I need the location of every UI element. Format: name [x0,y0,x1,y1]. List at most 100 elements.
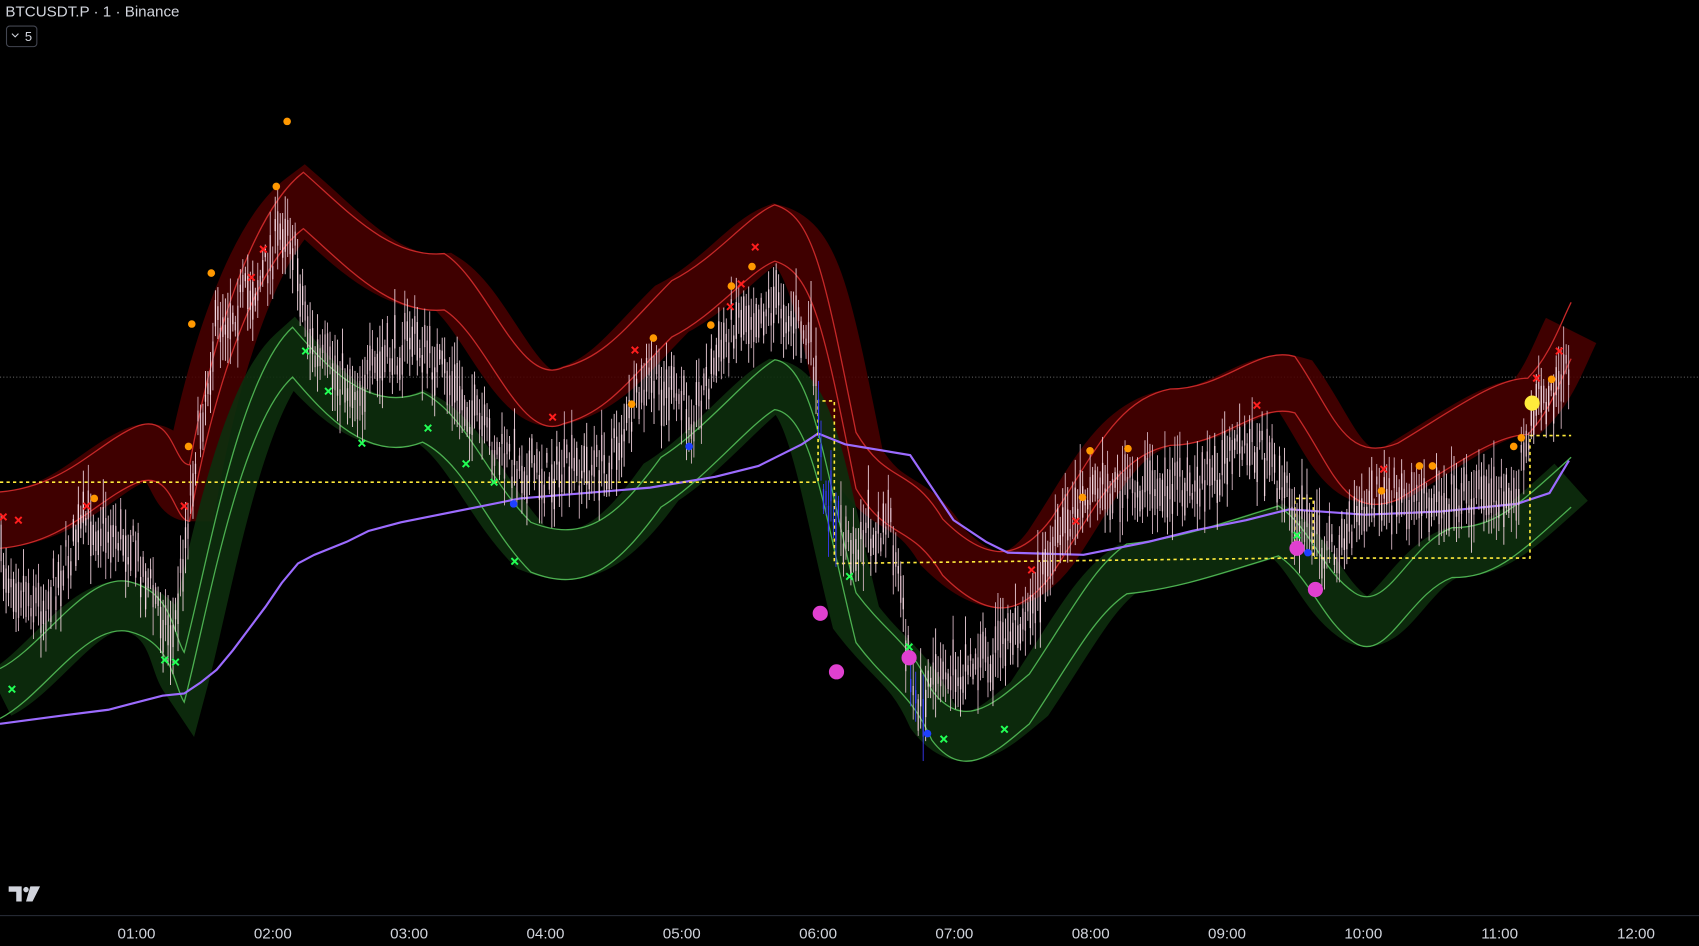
candle-body [1159,478,1161,506]
candle-body [593,450,595,477]
cross-marker [1027,566,1036,574]
candle-body [815,355,817,386]
candle-body [369,345,371,371]
candle-body [860,521,862,540]
candle-body [907,635,909,649]
time-axis-labels: 01:00 02:00 03:00 04:00 05:00 06:00 07:00 08:00… [118,925,1655,942]
candle-body [1410,472,1413,511]
candle-body [1323,557,1326,569]
candle-body [1204,480,1206,512]
candle-body [339,389,341,406]
candle-body [449,375,451,396]
candle-body [1091,474,1094,495]
candle-body [234,322,236,331]
candle-body [790,311,792,327]
candle-body [832,518,835,526]
candle-body [775,270,777,308]
cross-marker [461,459,470,468]
candle-body [563,439,565,468]
candle-body [872,534,874,548]
candle-body [401,345,403,375]
candle-body [1057,508,1059,543]
candle-body [728,342,730,364]
candle-body [1378,489,1380,515]
candle-body [451,371,453,407]
candle-body [972,663,974,680]
symbol-title: BTCUSDT.P · 1 · Binance [5,3,179,20]
candle-body [1069,528,1071,537]
candle-body [47,591,50,610]
candle-body [1104,488,1106,510]
candle-body [1438,491,1440,525]
candle-body [675,393,678,401]
candle-body [1478,469,1480,490]
candle-body [1144,455,1146,493]
candle-body [895,552,897,567]
candle-body [551,464,553,503]
tradingview-logo [8,886,41,902]
candle-body [85,518,87,526]
candle-body [1480,476,1483,500]
candle-body [446,370,448,406]
candle-body [1550,383,1552,391]
candle-body [763,311,765,336]
candle-body [917,699,919,731]
cross-marker [845,572,854,581]
candle-body [1134,492,1136,508]
candle-body [1047,560,1049,577]
candle-body [144,571,147,610]
candle-body [1286,475,1288,483]
candle-body [1101,462,1104,485]
candle-body [930,677,932,687]
candle-body [239,284,241,293]
candle-body [40,611,42,633]
candle-body [969,654,972,661]
candle-body [645,357,648,392]
candle-body [112,525,114,538]
candle-body [1039,587,1041,623]
candle-body [419,348,421,358]
candle-body [735,302,737,339]
time-label: 01:00 [118,925,156,942]
candle-body [137,532,139,562]
candle-body [630,421,633,432]
candle-body [880,537,882,552]
candle-body [381,346,384,381]
candle-body [538,474,541,500]
indicator-toggle[interactable] [5,25,38,48]
candle-body [289,242,291,255]
candle-body [1246,443,1248,466]
candle-body [638,392,640,420]
candle-body [837,500,840,518]
time-label: 12:00 [1617,925,1655,942]
candle-body [1465,474,1468,504]
candle-body [1027,602,1029,612]
candle-body [1258,430,1261,443]
candle-body [1037,551,1039,590]
candle-body [840,505,842,533]
candle-body [877,511,879,534]
candle-body [242,274,244,292]
candle-body [1067,509,1069,541]
candle-body [1236,434,1238,442]
candle-body [82,491,84,524]
candle-body [1082,486,1084,518]
candle-body [892,545,894,576]
candle-body [284,218,286,252]
candle-body [713,357,715,375]
candle-body [949,676,952,691]
candle-body [1032,594,1034,614]
candle-body [1458,505,1460,523]
cross-marker [14,516,23,525]
candle-body [546,452,548,463]
candle-body [1333,553,1336,565]
candle-body [105,517,107,553]
candle-body [1316,511,1318,535]
candle-body [1124,454,1126,481]
candle-body [964,644,967,672]
candle-body [329,346,331,360]
candle-body [274,219,276,232]
candle-body [149,569,152,579]
candle-body [688,417,690,430]
candle-body [177,593,179,624]
